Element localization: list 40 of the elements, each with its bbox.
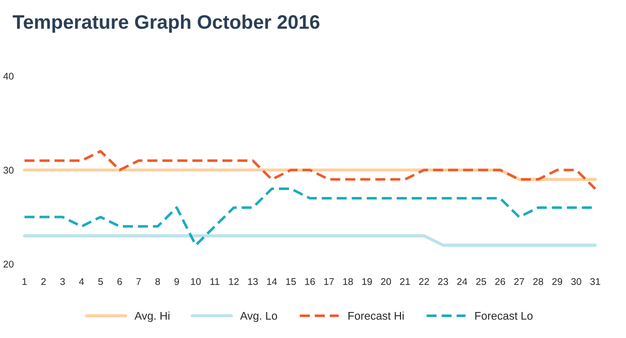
x-tick-label: 3 bbox=[60, 278, 65, 286]
x-tick-label: 22 bbox=[419, 278, 429, 285]
x-tick-label: 26 bbox=[495, 278, 506, 286]
x-tick-label: 7 bbox=[136, 278, 141, 285]
x-tick-label: 27 bbox=[514, 278, 524, 285]
y-tick-label: 20 bbox=[4, 260, 14, 268]
x-tick-label: 8 bbox=[155, 278, 160, 286]
x-tick-label: 28 bbox=[533, 278, 544, 286]
x-tick-label: 13 bbox=[248, 278, 258, 286]
x-tick-label: 5 bbox=[98, 278, 103, 286]
x-tick-label: 16 bbox=[305, 278, 315, 286]
x-tick-label: 29 bbox=[552, 278, 562, 286]
line-series bbox=[23, 150, 596, 190]
x-tick-label: 19 bbox=[362, 278, 372, 286]
x-tick-label: 12 bbox=[229, 278, 239, 285]
x-tick-label: 23 bbox=[438, 278, 448, 286]
x-tick-label: 2 bbox=[41, 278, 46, 285]
x-tick-label: 25 bbox=[476, 278, 486, 286]
x-tick-label: 1 bbox=[22, 278, 27, 285]
x-tick-label: 9 bbox=[174, 278, 179, 286]
x-tick-label: 15 bbox=[286, 278, 296, 286]
x-tick-label: 4 bbox=[79, 278, 84, 285]
x-tick-label: 11 bbox=[210, 278, 220, 285]
chart-title: Temperature Graph October 2016 bbox=[12, 14, 320, 33]
legend-label: Forecast Lo bbox=[475, 312, 533, 320]
x-tick-label: 6 bbox=[117, 278, 122, 286]
y-tick-label: 30 bbox=[3, 166, 14, 174]
legend-label: Avg. Lo bbox=[240, 312, 278, 322]
x-tick-label: 14 bbox=[267, 278, 277, 285]
legend-label: Avg. Hi bbox=[134, 312, 170, 322]
legend-label: Forecast Hi bbox=[348, 312, 404, 320]
x-tick-label: 24 bbox=[457, 278, 468, 285]
x-tick-label: 10 bbox=[191, 278, 201, 286]
x-tick-label: 20 bbox=[381, 278, 391, 286]
y-tick-label: 40 bbox=[3, 72, 14, 80]
x-tick-label: 18 bbox=[343, 278, 353, 286]
x-tick-label: 31 bbox=[590, 278, 600, 286]
x-tick-label: 30 bbox=[571, 278, 582, 286]
x-tick-label: 17 bbox=[324, 278, 334, 285]
x-tick-label: 21 bbox=[400, 278, 410, 285]
